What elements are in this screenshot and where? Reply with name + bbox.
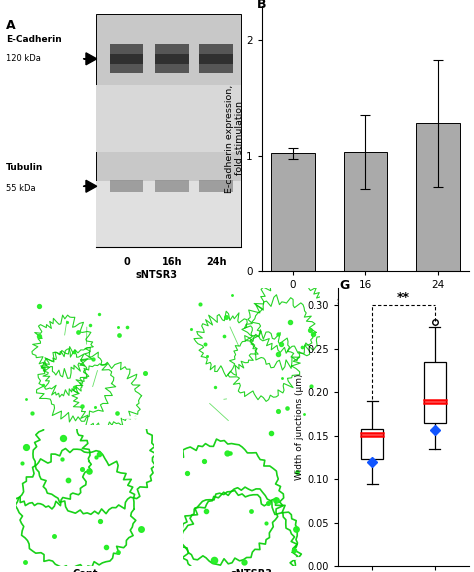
Bar bbox=[361, 428, 383, 459]
Text: sNTSR3: sNTSR3 bbox=[136, 270, 177, 280]
Text: Cont: Cont bbox=[72, 569, 98, 572]
Bar bbox=[155, 44, 189, 73]
Bar bbox=[200, 54, 233, 64]
Bar bbox=[344, 152, 387, 271]
FancyArrow shape bbox=[42, 496, 54, 506]
Bar bbox=[200, 180, 233, 192]
FancyArrow shape bbox=[83, 180, 97, 192]
Text: C: C bbox=[20, 295, 28, 304]
Text: **: ** bbox=[397, 291, 410, 304]
FancyArrow shape bbox=[83, 53, 97, 65]
Text: E-Cadherin: E-Cadherin bbox=[6, 35, 62, 44]
Bar bbox=[424, 362, 446, 423]
Bar bbox=[220, 336, 275, 394]
FancyArrow shape bbox=[239, 320, 251, 330]
Text: E: E bbox=[186, 295, 194, 304]
Text: 55 kDa: 55 kDa bbox=[6, 184, 36, 193]
Text: B: B bbox=[256, 0, 266, 11]
Bar bbox=[200, 44, 233, 73]
Bar bbox=[110, 44, 143, 73]
Bar bbox=[155, 180, 189, 192]
Text: 0: 0 bbox=[123, 257, 130, 267]
Text: 24h: 24h bbox=[206, 257, 227, 267]
Bar bbox=[271, 153, 315, 271]
Text: 120 kDa: 120 kDa bbox=[6, 54, 41, 63]
FancyArrow shape bbox=[243, 493, 255, 502]
Bar bbox=[96, 85, 241, 152]
Bar bbox=[96, 181, 241, 247]
Text: G: G bbox=[339, 279, 349, 292]
Bar bbox=[96, 14, 241, 247]
X-axis label: sNTSR3 (h): sNTSR3 (h) bbox=[337, 296, 394, 306]
Y-axis label: Width of junctions (μm): Width of junctions (μm) bbox=[295, 374, 304, 480]
Bar bbox=[110, 54, 143, 64]
Bar bbox=[155, 54, 189, 64]
Text: F: F bbox=[186, 436, 194, 446]
Text: 16h: 16h bbox=[162, 257, 182, 267]
Text: A: A bbox=[6, 19, 16, 32]
Text: sNTSR3: sNTSR3 bbox=[230, 569, 273, 572]
Text: Tubulin: Tubulin bbox=[6, 162, 43, 172]
Bar bbox=[416, 124, 460, 271]
Y-axis label: E-cadherin expression,
fold stimulation: E-cadherin expression, fold stimulation bbox=[225, 84, 245, 193]
Text: D: D bbox=[20, 436, 29, 446]
FancyArrow shape bbox=[55, 320, 68, 330]
Bar bbox=[110, 180, 143, 192]
Bar bbox=[54, 336, 109, 398]
